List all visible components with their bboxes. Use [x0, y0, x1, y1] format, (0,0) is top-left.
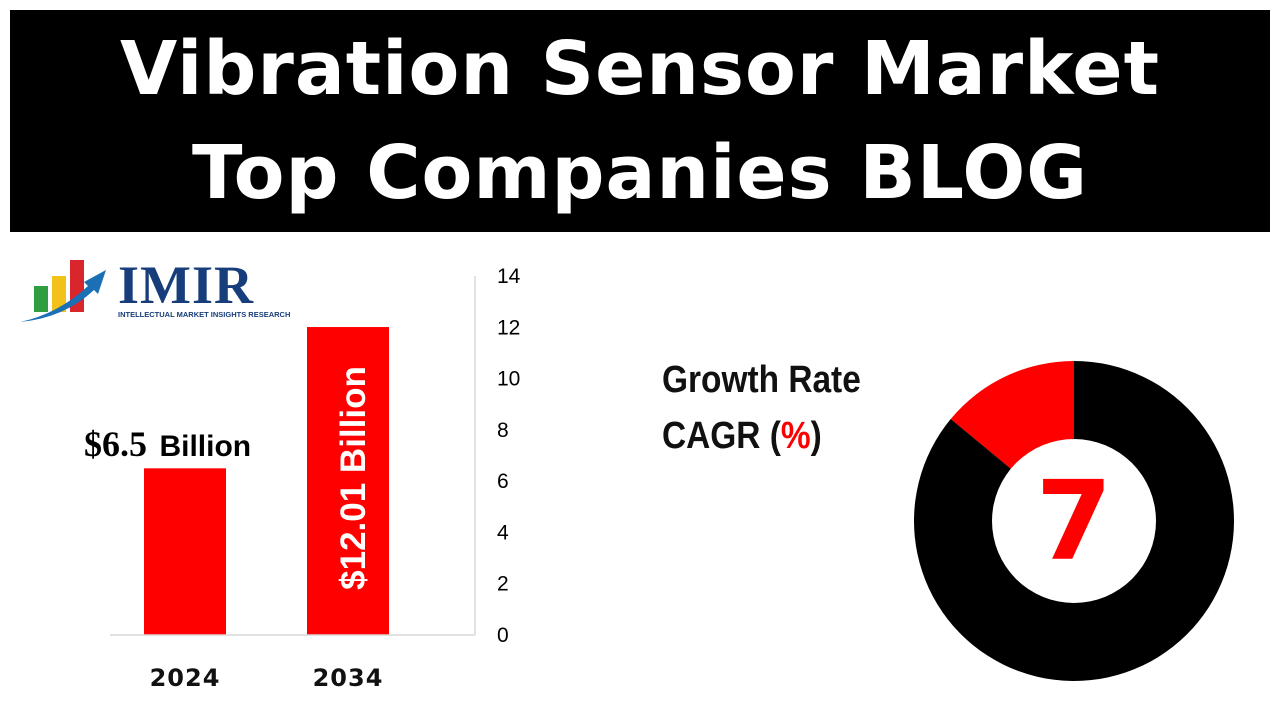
y-tick-label-8: 8	[497, 419, 509, 442]
logo-swoosh	[20, 270, 106, 322]
data-label-2024-amount: $6.5	[84, 424, 147, 464]
growth-rate-line: Growth Rate	[662, 359, 861, 401]
logo-bar-green	[34, 286, 48, 312]
cagr-prefix: CAGR (	[662, 415, 781, 457]
y-tick-label-0: 0	[497, 624, 509, 647]
logo-tagline: INTELLECTUAL MARKET INSIGHTS RESEARCH	[118, 310, 291, 319]
page-title-line-1: Vibration Sensor Market	[120, 26, 1160, 112]
data-label-2024: $6.5 Billion	[84, 424, 251, 464]
title-banner: Vibration Sensor Market Top Companies BL…	[10, 10, 1270, 232]
y-tick-label-2: 2	[497, 573, 509, 596]
data-label-2024-unit: Billion	[159, 430, 251, 463]
y-tick-layer: 0 2 4 6 8 10 12 14	[497, 265, 521, 647]
y-tick-label-12: 12	[497, 316, 520, 339]
growth-rate-title: Growth Rate CAGR (%)	[662, 352, 891, 464]
bar-2024	[144, 468, 226, 635]
bar-layer	[144, 327, 389, 635]
imir-logo	[20, 260, 106, 322]
y-tick-label-4: 4	[497, 521, 509, 544]
bar-2034	[307, 327, 389, 635]
category-label-2034: 2034	[313, 664, 384, 692]
cagr-line: CAGR (%)	[662, 408, 891, 464]
donut-hole	[992, 439, 1156, 603]
logo-bar-yellow	[52, 276, 66, 312]
logo-wordmark: IMIR	[118, 255, 254, 315]
cagr-value: 7	[1036, 457, 1113, 585]
percent-symbol: %	[780, 415, 811, 457]
data-label-2034: $12.01 Billion	[334, 366, 373, 590]
cagr-suffix: )	[810, 415, 822, 457]
category-label-2024: 2024	[150, 664, 221, 692]
page-title-line-2: Top Companies BLOG	[192, 130, 1088, 216]
cagr-donut-chart: 7	[914, 361, 1234, 681]
y-tick-label-10: 10	[497, 368, 520, 391]
market-size-bar-chart: 0 2 4 6 8 10 12 14 2024 2034 $6.5 Billion $12.0…	[84, 265, 521, 692]
y-tick-label-6: 6	[497, 470, 509, 493]
y-tick-label-14: 14	[497, 265, 521, 288]
